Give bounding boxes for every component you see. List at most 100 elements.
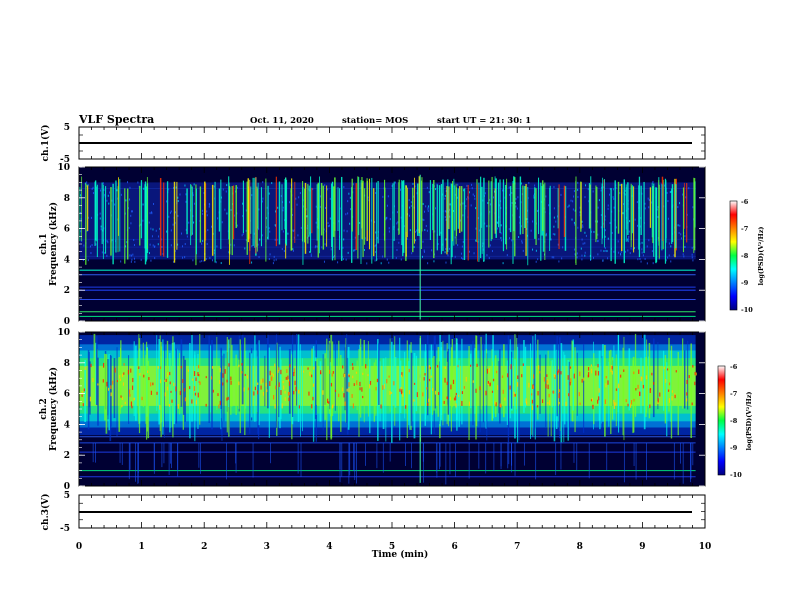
noise-pixel <box>173 260 175 263</box>
ch2-spectrogram-ylabel-line1: ch.2 <box>39 398 49 419</box>
intense-pixel <box>362 395 364 399</box>
noise-pixel <box>170 244 172 247</box>
noise-pixel <box>681 237 683 240</box>
noise-pixel <box>385 216 387 219</box>
intense-pixel <box>610 368 612 372</box>
noise-pixel <box>202 209 204 212</box>
noise-pixel <box>627 237 629 240</box>
noise-pixel <box>562 246 564 249</box>
intense-pixel <box>549 400 551 406</box>
noise-pixel <box>130 254 132 257</box>
noise-pixel <box>375 243 377 246</box>
intense-pixel <box>423 377 425 381</box>
noise-pixel <box>288 201 290 204</box>
noise-pixel <box>213 185 215 188</box>
intense-pixel <box>558 389 561 393</box>
noise-pixel <box>445 210 447 213</box>
noise-pixel <box>581 254 583 257</box>
intense-pixel <box>179 391 181 396</box>
intense-pixel <box>121 396 124 401</box>
noise-pixel <box>95 243 97 246</box>
ch1-spectrogram-panel: ch.1 Frequency (kHz) 0 2 4 6 8 10 <box>39 163 706 327</box>
y-tick-label: 6 <box>64 390 70 400</box>
noise-pixel <box>161 245 163 248</box>
noise-pixel <box>484 222 486 225</box>
noise-pixel <box>644 202 646 205</box>
intense-pixel <box>405 405 407 409</box>
intense-pixel <box>283 385 285 390</box>
intense-pixel <box>578 392 580 397</box>
intense-pixel <box>613 399 615 404</box>
noise-pixel <box>605 249 607 252</box>
noise-pixel <box>462 240 464 243</box>
intense-pixel <box>671 390 674 393</box>
noise-pixel <box>491 250 493 253</box>
intense-pixel <box>443 400 445 404</box>
intense-pixel <box>367 374 369 377</box>
intense-pixel <box>446 381 448 385</box>
noise-pixel <box>261 200 263 203</box>
noise-pixel <box>149 212 151 215</box>
intense-pixel <box>241 371 243 374</box>
intense-pixel <box>613 402 615 406</box>
station-label: station= MOS <box>342 116 408 126</box>
ch2-spectrogram-panel: ch.2 Frequency (kHz) 0 2 4 6 8 10 <box>39 328 706 492</box>
noise-pixel <box>106 254 108 257</box>
intense-pixel <box>262 391 265 396</box>
intense-pixel <box>244 373 246 376</box>
ch1-cbar-tick-1: -7 <box>741 225 748 233</box>
noise-pixel <box>230 208 232 211</box>
noise-pixel <box>425 205 427 208</box>
noise-pixel <box>209 257 211 260</box>
noise-pixel <box>423 218 425 221</box>
noise-pixel <box>445 238 447 241</box>
x-tick-label: 8 <box>577 542 583 552</box>
noise-pixel <box>437 243 439 246</box>
intense-pixel <box>642 384 645 389</box>
noise-pixel <box>273 259 275 262</box>
noise-pixel <box>323 260 325 263</box>
intense-pixel <box>531 393 533 396</box>
intense-pixel <box>247 387 250 391</box>
noise-pixel <box>328 224 330 227</box>
noise-pixel <box>602 186 604 189</box>
noise-pixel <box>345 258 347 261</box>
intense-pixel <box>610 365 612 369</box>
intense-pixel <box>83 388 85 392</box>
intense-pixel <box>376 378 379 383</box>
noise-pixel <box>582 226 584 229</box>
intense-pixel <box>184 397 187 402</box>
noise-pixel <box>500 239 502 242</box>
intense-pixel <box>507 373 509 378</box>
intense-pixel <box>289 364 291 368</box>
noise-pixel <box>489 198 491 201</box>
intense-pixel <box>547 379 549 384</box>
noise-pixel <box>216 245 218 248</box>
intense-pixel <box>253 391 255 396</box>
intense-pixel <box>595 370 597 376</box>
intense-pixel <box>615 402 617 406</box>
intense-pixel <box>195 400 197 405</box>
intense-pixel <box>653 382 655 385</box>
noise-pixel <box>90 216 92 219</box>
ch1-spectrogram-ylabel-line1: ch.1 <box>39 233 49 254</box>
noise-pixel <box>553 216 555 219</box>
noise-pixel <box>606 250 608 253</box>
noise-pixel <box>202 212 204 215</box>
noise-pixel <box>582 224 584 227</box>
noise-pixel <box>573 195 575 198</box>
intense-pixel <box>457 364 459 368</box>
noise-pixel <box>363 249 365 252</box>
x-tick-label: 1 <box>138 542 144 552</box>
intense-pixel <box>298 405 300 409</box>
intense-pixel <box>302 370 305 373</box>
noise-pixel <box>149 252 151 255</box>
noise-pixel <box>526 218 528 221</box>
noise-pixel <box>92 186 94 189</box>
ch2-cbar-tick-1: -7 <box>730 390 737 398</box>
ch2-cbar-tick-0: -6 <box>730 363 738 371</box>
y-tick-label: 4 <box>64 420 70 430</box>
noise-pixel <box>663 184 665 187</box>
intense-pixel <box>500 404 502 408</box>
noise-pixel <box>444 216 446 219</box>
